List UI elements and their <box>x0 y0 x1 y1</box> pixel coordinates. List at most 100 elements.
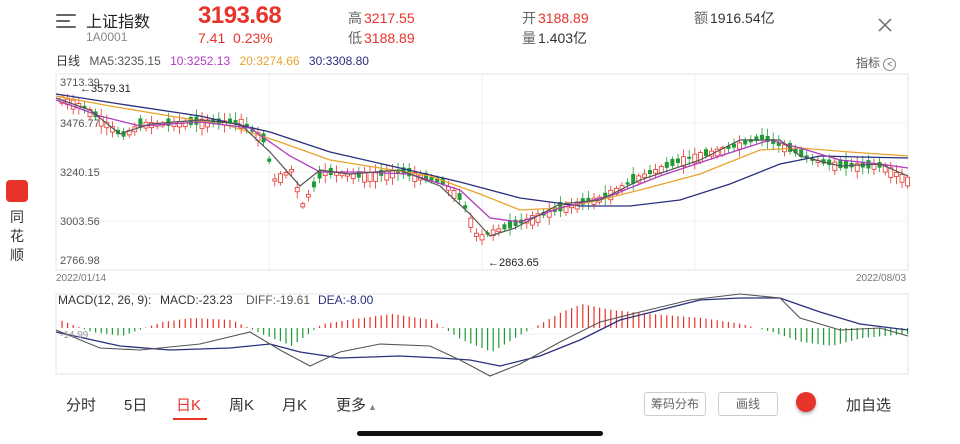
candle-body <box>653 169 658 174</box>
candle-body <box>356 171 361 178</box>
ma10-value: 10:3252.13 <box>170 54 231 68</box>
candle-body <box>468 217 474 228</box>
candle-body <box>513 219 518 227</box>
menu-icon[interactable] <box>56 14 76 30</box>
macd-value: MACD:-23.23 <box>160 293 233 307</box>
amount-label: 额 <box>694 10 708 26</box>
tab-intraday[interactable]: 分时 <box>66 397 97 414</box>
candle-body <box>199 118 205 129</box>
macd-diff-line <box>55 293 909 377</box>
tab-weekly-k[interactable]: 周K <box>229 397 255 414</box>
x-label-start: 2022/01/14 <box>56 273 106 284</box>
candle-body <box>283 172 289 176</box>
candle-body <box>832 161 838 171</box>
open-label: 开 <box>522 10 536 26</box>
x-label-end: 2022/08/03 <box>856 273 906 284</box>
candle-body <box>854 163 860 172</box>
candle-body <box>424 172 428 181</box>
brand-logo[interactable]: 同 花 顺 <box>4 180 30 265</box>
caret-up-icon: ▲ <box>368 402 377 412</box>
candle-body <box>440 178 445 185</box>
brand-icon <box>6 180 28 202</box>
candle-body <box>429 177 434 181</box>
candle-body <box>687 156 692 159</box>
candle-body <box>676 158 680 163</box>
tab-monthly-k[interactable]: 月K <box>282 397 308 414</box>
candle-body <box>664 161 669 168</box>
ma20-value: 20:3274.66 <box>239 54 300 68</box>
macd-histogram <box>61 304 909 352</box>
ma-legend: 日线 MA5:3235.15 10:3252.13 20:3274.66 30:… <box>56 52 375 69</box>
candle-body <box>267 158 272 162</box>
candle-body <box>479 234 485 241</box>
y-tick-3: 3240.15 <box>60 167 100 179</box>
candle-body <box>435 177 440 183</box>
macd-title: MACD(12, 26, 9): <box>58 293 151 307</box>
high-stat: 高 3217.55 <box>348 8 415 28</box>
candle-body <box>737 142 742 150</box>
candle-body <box>642 173 647 178</box>
candle-body <box>844 160 848 169</box>
candle-body <box>457 193 462 200</box>
record-dot-icon[interactable] <box>796 392 816 412</box>
candle-body <box>743 139 748 145</box>
macd-diff-value: DIFF:-19.61 <box>246 293 310 307</box>
candle-body <box>546 210 552 218</box>
candle-body <box>877 162 882 168</box>
candle-body <box>827 159 832 166</box>
tab-5day[interactable]: 5日 <box>124 397 148 414</box>
home-indicator[interactable] <box>357 431 603 436</box>
candle-body <box>793 148 798 154</box>
ma5-line <box>55 97 909 237</box>
candle-body <box>216 118 221 124</box>
candle-body <box>138 118 143 128</box>
candle-body <box>294 187 300 193</box>
candle-body <box>726 145 731 149</box>
open-stat: 开 3188.89 <box>522 8 589 28</box>
volume-stat: 量 1.403亿 <box>522 28 587 48</box>
candle-body <box>367 172 373 183</box>
brand-char-1: 同 <box>10 209 24 225</box>
candle-body <box>244 123 249 127</box>
chip-distribution-button[interactable]: 筹码分布 <box>644 392 706 416</box>
indicator-button[interactable]: 指标 < <box>856 54 897 71</box>
y-tick-2: 3476.77 <box>60 118 100 130</box>
candle-body <box>558 202 563 212</box>
draw-line-button[interactable]: 画线 <box>718 392 778 416</box>
macd-dea-value: DEA:-8.00 <box>318 293 374 307</box>
candle-body <box>732 143 736 148</box>
close-icon[interactable] <box>874 14 896 36</box>
candle-body <box>748 139 753 143</box>
candle-body <box>799 149 804 157</box>
candle-body <box>182 120 188 128</box>
tab-more[interactable]: 更多 ▲ <box>336 394 377 415</box>
candle-body <box>396 170 400 174</box>
candle-body <box>361 172 367 183</box>
y-tick-4: 3003.56 <box>60 216 100 228</box>
chevron-left-icon: < <box>883 58 897 71</box>
candle-body <box>670 158 675 166</box>
low-stat: 低 3188.89 <box>348 28 415 48</box>
low-value: 3188.89 <box>364 30 415 46</box>
price-change: 7.41 0.23% <box>198 30 273 46</box>
candle-body <box>389 170 395 179</box>
add-to-watchlist-button[interactable]: 加自选 <box>846 397 892 414</box>
candle-body <box>894 172 899 177</box>
low-label: 低 <box>348 30 362 46</box>
candle-body <box>871 164 877 170</box>
period-label: 日线 <box>56 54 81 68</box>
macd-dea-line <box>55 297 909 367</box>
y-tick-1: 3713.39 <box>60 77 100 89</box>
candle-body <box>765 135 770 143</box>
candle-body <box>681 156 686 167</box>
candle-body <box>508 220 512 229</box>
y-tick-5: 2766.98 <box>60 255 100 267</box>
candle-body <box>126 129 132 136</box>
candle-body <box>838 159 843 169</box>
tab-daily-k[interactable]: 日K <box>176 397 202 414</box>
indicator-label: 指标 <box>856 56 881 70</box>
candle-body <box>535 213 541 223</box>
candle-body <box>272 178 278 182</box>
volume-value: 1.403亿 <box>538 30 588 46</box>
